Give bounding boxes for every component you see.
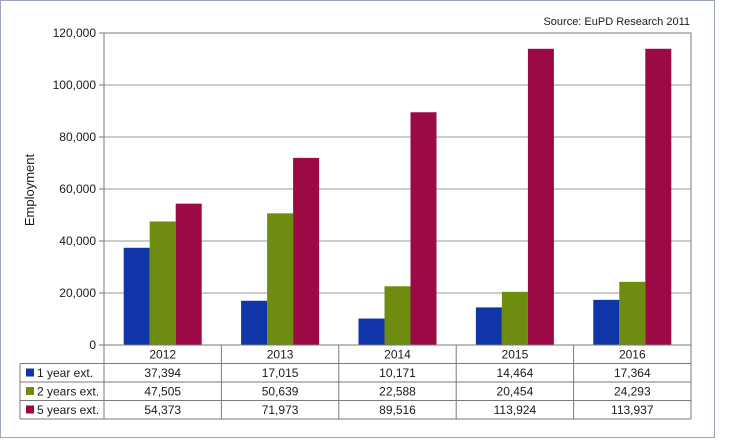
y-tick-label: 100,000 <box>53 78 97 92</box>
bars <box>123 48 672 346</box>
y-tick-label: 80,000 <box>59 130 96 144</box>
y-tick-label: 60,000 <box>59 182 96 196</box>
data-label: 17,015 <box>262 366 299 380</box>
data-label: 50,639 <box>262 385 299 399</box>
legend-label: 1 year ext. <box>37 366 93 380</box>
data-label: 22,588 <box>379 385 416 399</box>
data-label: 20,454 <box>497 385 534 399</box>
category-label: 2012 <box>149 348 176 362</box>
bar-2015-1 <box>475 307 502 345</box>
bar-2013-1 <box>241 300 268 345</box>
category-label: 2016 <box>619 348 646 362</box>
bar-2012-3 <box>175 203 202 345</box>
y-axis: 0 20,000 40,000 60,000 80,000 100,000 120,000 <box>53 26 104 352</box>
legend-swatch <box>26 368 34 377</box>
bar-2016-3 <box>645 48 672 346</box>
category-label: 2014 <box>384 348 411 362</box>
bar-2014-3 <box>410 112 437 346</box>
y-tick-label: 20,000 <box>59 286 96 300</box>
data-label: 37,394 <box>144 366 181 380</box>
legend-label: 2 years ext. <box>37 385 99 399</box>
data-label: 17,364 <box>614 366 651 380</box>
data-label: 47,505 <box>144 385 181 399</box>
data-label: 71,973 <box>262 403 299 417</box>
data-label: 89,516 <box>379 403 416 417</box>
y-tick-label: 40,000 <box>59 234 96 248</box>
chart-border <box>0 0 715 438</box>
bar-2016-1 <box>593 299 620 345</box>
data-label: 10,171 <box>379 366 416 380</box>
data-label: 113,924 <box>494 403 537 417</box>
data-label: 113,937 <box>611 403 654 417</box>
data-label: 54,373 <box>144 403 181 417</box>
data-label: 24,293 <box>614 385 651 399</box>
legend-swatch <box>26 405 34 414</box>
legend-swatch <box>26 387 34 395</box>
category-label: 2015 <box>502 348 529 362</box>
bar-2014-1 <box>358 318 385 345</box>
data-table: 2012 2013 2014 2015 2016 1 year ext. 37,394 17,… <box>19 344 692 420</box>
bar-2015-2 <box>501 291 528 345</box>
bar-2012-1 <box>123 247 150 345</box>
data-label: 14,464 <box>497 366 534 380</box>
bar-2013-2 <box>267 213 294 345</box>
bar-2016-2 <box>619 281 646 345</box>
y-axis-title: Employment <box>22 153 37 226</box>
bar-2014-2 <box>384 286 411 345</box>
legend-label: 5 years ext. <box>37 403 99 417</box>
bar-2015-3 <box>527 48 554 345</box>
category-label: 2013 <box>267 348 294 362</box>
y-tick-label: 0 <box>89 338 96 352</box>
source-note: Source: EuPD Research 2011 <box>543 16 690 28</box>
bar-2013-3 <box>293 157 320 345</box>
y-tick-label: 120,000 <box>53 26 97 40</box>
bar-2012-2 <box>149 221 176 345</box>
